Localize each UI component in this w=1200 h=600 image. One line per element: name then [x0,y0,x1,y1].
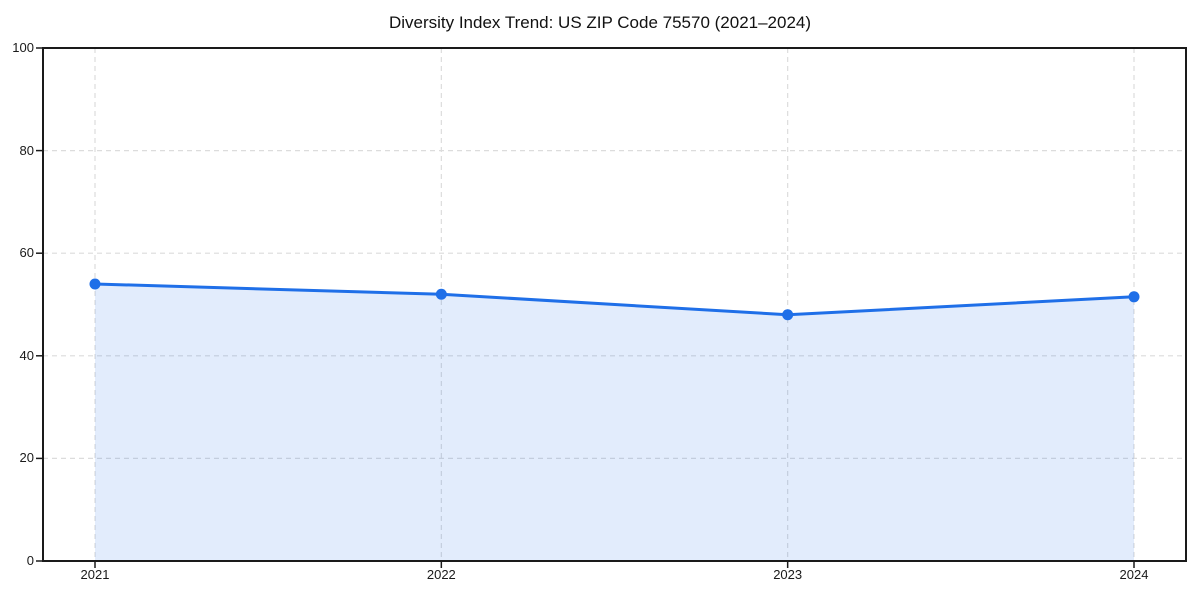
data-point-2023 [782,309,794,321]
area-fill [95,283,1134,561]
x-tick-label: 2022 [426,567,456,582]
y-tick-label: 100 [12,40,34,55]
chart-title: Diversity Index Trend: US ZIP Code 75570… [388,13,812,32]
data-point-2022 [435,288,447,300]
y-tick-label: 20 [19,450,34,466]
y-tick-label: 0 [26,553,34,568]
y-tick-label: 60 [19,245,34,261]
y-tick-label: 40 [19,347,34,363]
plot-spines [42,47,1187,562]
x-tick-label: 2024 [1119,567,1149,582]
plot-area [36,47,1187,568]
data-point-2021 [89,278,101,290]
x-tick-label: 2021 [80,567,110,582]
trend-line [93,282,1136,317]
data-point-2024 [1128,291,1140,303]
line-chart-canvas [36,47,1187,568]
x-tick-label: 2023 [773,567,803,582]
y-tick-label: 80 [19,142,34,158]
